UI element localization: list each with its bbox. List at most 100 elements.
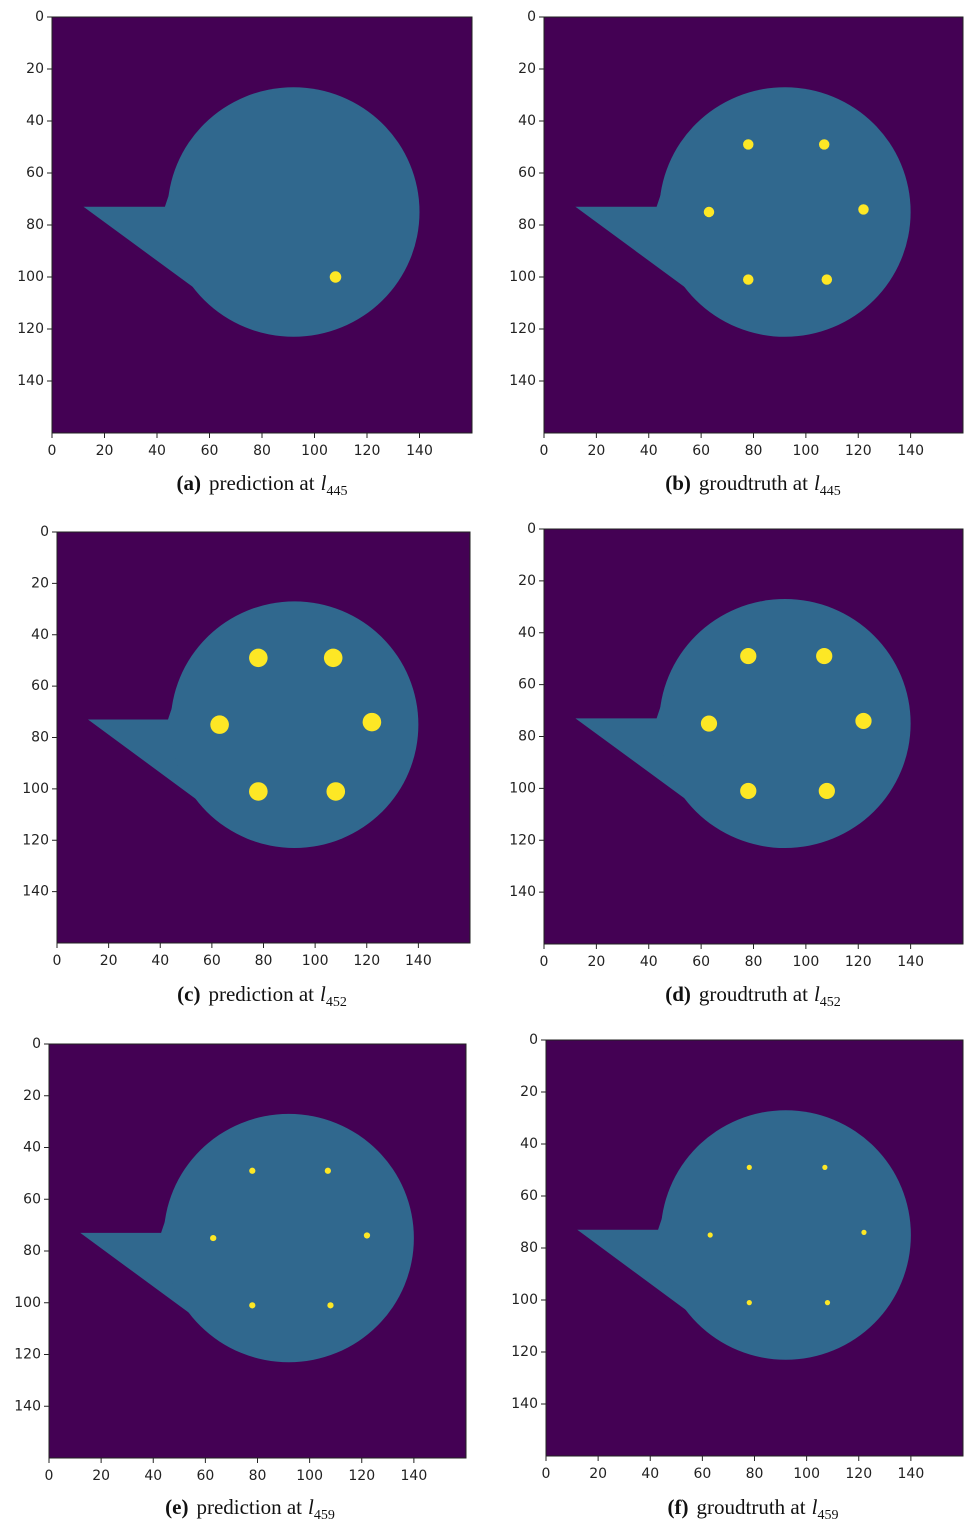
y-tick-label: 20 [518, 573, 536, 589]
x-tick-label: 60 [692, 443, 710, 459]
caption: (b)groudtruth atl445 [665, 471, 841, 499]
x-tick-label: 40 [151, 953, 169, 969]
x-tick-label: 0 [53, 953, 62, 969]
hole-region [364, 1232, 370, 1238]
caption-label: (c) [177, 982, 200, 1006]
hole-region [740, 648, 756, 664]
hole-region [825, 1300, 830, 1305]
y-tick-label: 0 [35, 9, 44, 25]
hole-region [747, 1165, 752, 1170]
x-tick-label: 80 [745, 954, 763, 970]
x-tick-label: 140 [897, 954, 924, 970]
caption-subscript: 452 [326, 995, 347, 1010]
x-tick-label: 60 [692, 954, 710, 970]
x-tick-label: 140 [405, 953, 432, 969]
caption-text: groudtruth at [699, 982, 808, 1006]
hole-region [740, 783, 756, 799]
x-tick-label: 120 [845, 443, 872, 459]
y-tick-label: 100 [509, 269, 536, 285]
y-tick-label: 140 [509, 884, 536, 900]
x-tick-label: 80 [249, 1468, 267, 1484]
x-tick-label: 100 [296, 1468, 323, 1484]
x-tick-label: 140 [898, 1466, 925, 1482]
y-tick-label: 80 [518, 729, 536, 745]
caption-text: prediction at [208, 982, 314, 1006]
caption-subscript: 459 [817, 1508, 838, 1523]
hole-region [210, 1235, 216, 1241]
x-tick-label: 20 [100, 953, 118, 969]
y-tick-label: 120 [509, 321, 536, 337]
x-tick-label: 40 [148, 443, 166, 459]
y-tick-label: 140 [22, 884, 49, 900]
x-tick-label: 60 [196, 1468, 214, 1484]
y-tick-label: 80 [31, 730, 49, 746]
y-tick-label: 60 [518, 165, 536, 181]
y-tick-label: 80 [23, 1243, 41, 1259]
y-tick-label: 40 [518, 113, 536, 129]
hole-region [249, 649, 268, 667]
hole-region [324, 649, 343, 667]
y-tick-label: 40 [23, 1140, 41, 1156]
x-tick-label: 140 [406, 443, 433, 459]
y-tick-label: 20 [518, 61, 536, 77]
caption-subscript: 452 [820, 995, 841, 1010]
x-tick-label: 100 [302, 953, 329, 969]
x-tick-label: 20 [587, 443, 605, 459]
x-tick-label: 60 [693, 1466, 711, 1482]
x-tick-label: 140 [897, 443, 924, 459]
x-tick-label: 100 [793, 954, 820, 970]
x-tick-label: 20 [589, 1466, 607, 1482]
y-tick-label: 120 [14, 1347, 41, 1363]
y-tick-label: 0 [527, 9, 536, 25]
hole-region [249, 1302, 255, 1308]
caption-label: (f) [668, 1495, 689, 1519]
x-tick-label: 20 [587, 954, 605, 970]
hole-region [855, 713, 871, 729]
hole-region [363, 713, 382, 731]
x-tick-label: 20 [96, 443, 114, 459]
y-tick-label: 140 [17, 373, 44, 389]
y-tick-label: 80 [26, 217, 44, 233]
x-tick-label: 60 [201, 443, 219, 459]
x-tick-label: 0 [48, 443, 57, 459]
x-tick-label: 120 [845, 954, 872, 970]
y-tick-label: 60 [31, 678, 49, 694]
y-tick-label: 80 [518, 217, 536, 233]
y-tick-label: 100 [17, 269, 44, 285]
hole-region [819, 139, 829, 149]
caption: (d)groudtruth atl452 [665, 982, 841, 1010]
x-tick-label: 80 [255, 953, 273, 969]
x-tick-label: 40 [640, 443, 658, 459]
x-tick-label: 0 [45, 1468, 54, 1484]
hole-region [249, 782, 268, 800]
y-tick-label: 60 [26, 165, 44, 181]
y-tick-label: 140 [511, 1396, 538, 1412]
x-tick-label: 100 [793, 1466, 820, 1482]
x-tick-label: 120 [845, 1466, 872, 1482]
hole-region [747, 1300, 752, 1305]
y-tick-label: 100 [509, 780, 536, 796]
y-tick-label: 20 [23, 1088, 41, 1104]
x-tick-label: 40 [641, 1466, 659, 1482]
caption-label: (e) [165, 1495, 188, 1519]
panel: 020406080100120140020406080100120140(f)g… [511, 1032, 963, 1523]
figure: 0 20 40 60 80 100 120 140 0 20 40 60 80 100 120 140 (a)p… [0, 0, 966, 1525]
hole-region [326, 782, 345, 800]
y-tick-label: 80 [520, 1240, 538, 1256]
y-tick-label: 120 [509, 832, 536, 848]
caption-text: groudtruth at [697, 1495, 806, 1519]
x-tick-label: 40 [144, 1468, 162, 1484]
x-tick-label: 100 [301, 443, 328, 459]
y-tick-label: 40 [520, 1136, 538, 1152]
y-tick-label: 40 [26, 113, 44, 129]
disc-region [659, 599, 910, 848]
x-tick-label: 100 [793, 443, 820, 459]
y-tick-label: 140 [14, 1398, 41, 1414]
caption-subscript: 445 [326, 484, 347, 499]
hole-region [249, 1168, 255, 1174]
